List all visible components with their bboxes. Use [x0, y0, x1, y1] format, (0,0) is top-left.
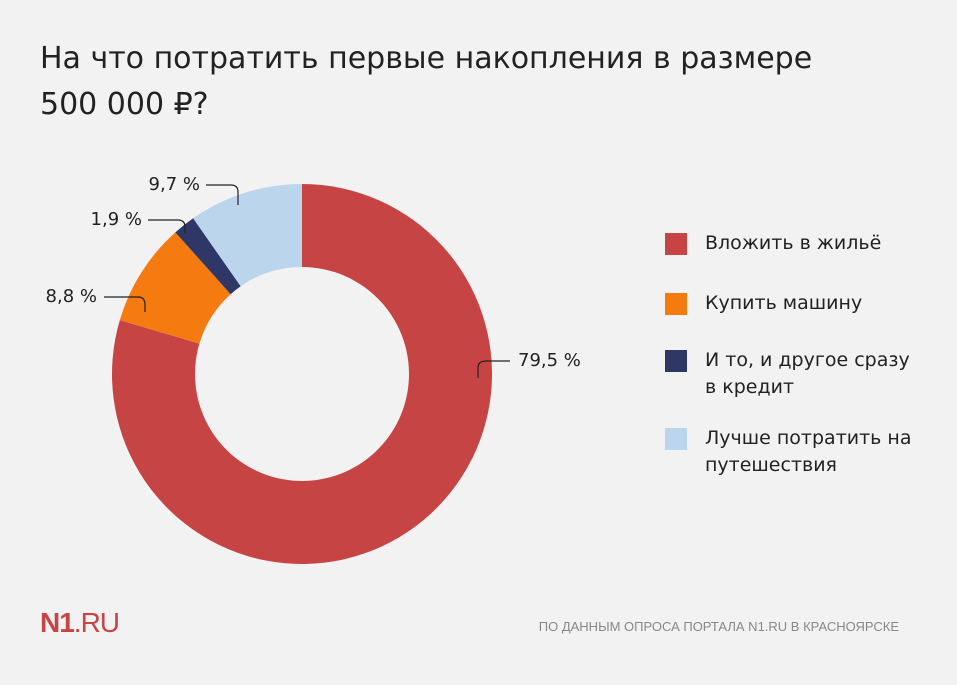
legend-label: И то, и другое сразу в кредит [705, 349, 910, 398]
legend-label: Вложить в жильё [705, 232, 882, 254]
legend-swatch [665, 233, 687, 255]
donut-segment [112, 184, 492, 565]
source: ПО ДАННЫМ ОПРОСА ПОРТАЛА N1.RU В КРАСНОЯ… [538, 619, 899, 634]
legend-swatch [665, 350, 687, 372]
leader-line [148, 219, 186, 233]
leader-line [104, 296, 146, 312]
donut-segment [119, 232, 231, 344]
donut-segment [193, 184, 302, 287]
chart-title: На что потратить первые накопления в раз… [40, 41, 813, 122]
value-label: 1,9 % [91, 209, 142, 230]
legend-swatch [665, 293, 687, 315]
value-label: 79,5 % [518, 350, 581, 371]
logo: N1.RU [40, 607, 120, 639]
donut-segment [175, 218, 241, 295]
leader-line [477, 360, 510, 378]
value-label: 9,7 % [149, 174, 200, 195]
legend-label: Купить машину [705, 292, 863, 314]
logo-bold: N1 [40, 607, 75, 638]
value-label: 8,8 % [46, 286, 97, 307]
legend-swatch [665, 428, 687, 450]
leader-line [206, 184, 239, 205]
legend-label: Лучше потратить на путешествия [705, 427, 912, 476]
logo-light: .RU [73, 607, 120, 638]
